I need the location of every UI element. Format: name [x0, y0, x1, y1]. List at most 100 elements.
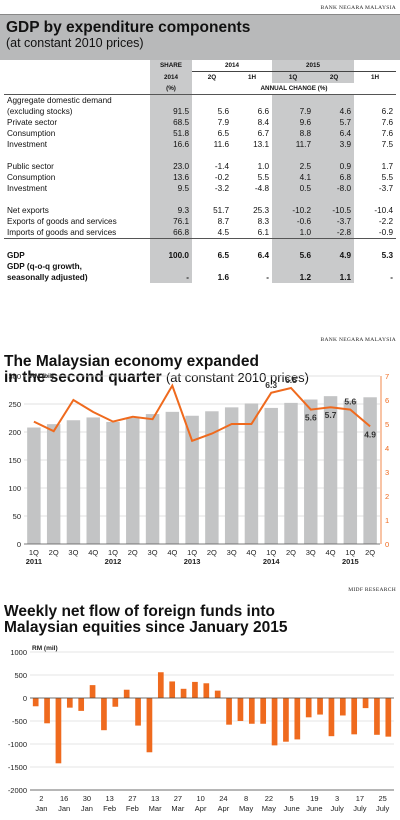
x-tick-month: May: [239, 804, 253, 813]
x-tick-label: 3Q: [148, 548, 158, 557]
bar: [157, 672, 164, 698]
bar: [271, 698, 278, 746]
cell-value: 8.3: [257, 217, 270, 226]
bar: [328, 698, 335, 737]
table-row: Exports of goods and services 76.1 8.7 8.3-…: [4, 216, 396, 227]
x-tick-label: 1Q: [29, 548, 39, 557]
x-tick-month: July: [330, 804, 344, 813]
cell-value: 5.6: [272, 250, 315, 261]
bar: [237, 698, 244, 721]
x-tick-month: Mar: [171, 804, 184, 813]
cell-value: [192, 150, 232, 161]
x-tick-day: 10: [196, 794, 204, 803]
col-2015-1h: 1H: [371, 74, 380, 81]
x-tick-day: 27: [128, 794, 136, 803]
bar: [305, 698, 312, 718]
cell-value: [354, 194, 396, 205]
cell-value: 1.2: [272, 272, 315, 283]
cell-value: [354, 261, 396, 272]
bar: [169, 681, 176, 698]
table-header-row-2: 2014 2Q 1H 1Q 2Q 1H: [4, 71, 396, 83]
x-tick-label: 1Q: [187, 548, 197, 557]
cell-value: 100.0: [150, 250, 192, 261]
cell-value: [272, 261, 315, 272]
table-row: [4, 194, 396, 205]
cell-value: 0.9: [314, 161, 355, 172]
chart-subtitle: (at constant 2010 prices): [165, 370, 310, 385]
cell-value: [272, 150, 315, 161]
cell-value: -: [390, 273, 394, 282]
cell-value: [272, 94, 315, 106]
data-label: 6.5: [285, 375, 297, 385]
cell-value: -2.2: [378, 217, 394, 226]
x-tick-label: 4Q: [246, 548, 256, 557]
row-label: [4, 150, 150, 161]
col-year-2015-cont: [354, 60, 397, 72]
table-row: Consumption 13.6 -0.2 5.5 4.1 6.8 5.5: [4, 172, 396, 183]
x-tick-label: 3Q: [68, 548, 78, 557]
source-label: BANK NEGARA MALAYSIA: [320, 337, 396, 343]
bar: [248, 698, 255, 724]
bar: [126, 418, 140, 544]
col-2014-2q: 2Q: [207, 74, 217, 81]
x-tick-day: 22: [265, 794, 273, 803]
cell-value: 66.8: [150, 227, 192, 239]
cell-value: 76.1: [150, 216, 192, 227]
x-tick-day: 13: [151, 794, 159, 803]
bar: [27, 427, 41, 544]
cell-value: [354, 95, 396, 107]
row-label: Consumption: [7, 129, 56, 138]
cell-value: -4.8: [254, 184, 270, 193]
cell-value: 6.4: [257, 251, 270, 260]
year-label: 2011: [26, 557, 42, 566]
cell-value: 6.5: [217, 129, 229, 138]
bar: [284, 402, 298, 544]
bar: [86, 417, 100, 544]
y2-tick-label: 0: [385, 540, 389, 549]
bar: [112, 698, 119, 707]
cell-value: 9.6: [272, 117, 315, 128]
bar: [44, 698, 50, 724]
x-tick-month: June: [306, 804, 322, 813]
cell-value: 1.6: [217, 273, 229, 282]
year-label: 2013: [184, 557, 201, 566]
x-tick-day: 13: [105, 794, 113, 803]
y-tick-label: -500: [12, 717, 27, 726]
y-tick-label: 200: [8, 428, 21, 437]
year-label: 2015: [342, 557, 359, 566]
flow-chart-title: Weekly net flow of foreign funds into Ma…: [4, 604, 287, 636]
cell-value: -3.2: [214, 184, 229, 193]
cell-value: -3.7: [378, 184, 394, 193]
x-tick-month: Feb: [103, 804, 116, 813]
bar: [123, 689, 130, 698]
y-tick-label: -1500: [8, 763, 27, 772]
cell-value: [232, 194, 272, 205]
bar: [374, 698, 380, 735]
x-tick-label: 4Q: [167, 548, 177, 557]
row-label: Net exports: [7, 206, 49, 215]
cell-value: 6.1: [232, 227, 273, 239]
x-tick-label: 2Q: [365, 548, 375, 557]
x-tick-label: 3Q: [227, 548, 237, 557]
cell-value: [150, 94, 192, 106]
cell-value: -0.2: [214, 173, 229, 182]
cell-value: [314, 94, 355, 106]
cell-value: 13.6: [150, 172, 192, 183]
data-label: 6.3: [265, 380, 277, 390]
bar: [66, 420, 81, 544]
bar: [362, 698, 369, 709]
col-share: SHARE: [150, 60, 192, 72]
cell-value: 7.5: [381, 140, 394, 149]
bar: [351, 698, 358, 735]
y2-tick-label: 1: [385, 516, 389, 525]
x-tick-month: Apr: [218, 804, 230, 813]
x-tick-label: 2Q: [49, 548, 59, 557]
data-label: 5.7: [325, 410, 337, 420]
y2-tick-label: 7: [385, 372, 389, 381]
bar: [304, 399, 318, 544]
col-share-year: 2014: [150, 71, 192, 83]
chart-title-line-2: in the second quarter: [4, 369, 162, 386]
bar: [244, 403, 259, 544]
cell-value: 7.6: [381, 118, 394, 127]
gdp-chart: 0 50 100 150 200 250 300 0 1 2 3 4 5 6 7 RM (bil) 6.3 6.5…: [8, 372, 389, 566]
